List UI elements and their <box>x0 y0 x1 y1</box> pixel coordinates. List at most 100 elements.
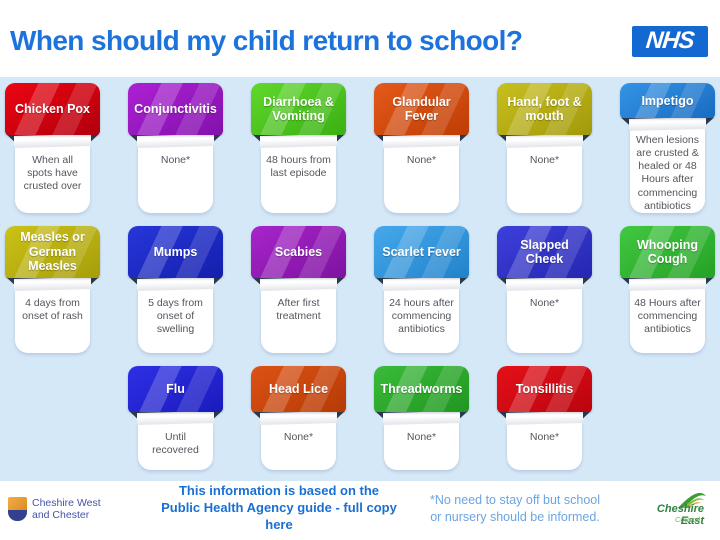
return-note: After first treatment <box>276 296 321 323</box>
cheshire-east-name: Cheshire East <box>656 502 704 527</box>
illness-card-body: When all spots have crusted over <box>15 143 90 213</box>
ribbon-fold <box>251 412 346 423</box>
cards-grid: Chicken Pox When all spots have crusted … <box>5 82 715 470</box>
source-info-line1: This information is based on the <box>178 483 380 499</box>
illness-card: Diarrhoea & Vomiting 48 hours from last … <box>251 82 346 213</box>
asterisk-note-line2: or nursery should be informed. <box>430 509 600 524</box>
illness-card-body: None* <box>384 420 459 470</box>
source-info-link[interactable]: This information is based on the Public … <box>156 483 402 534</box>
illness-card-header: Slapped Cheek <box>497 225 592 278</box>
illness-card: Tonsillitis None* <box>497 365 592 470</box>
illness-title: Impetigo <box>641 93 694 108</box>
illness-card-body: Until recovered <box>138 420 213 470</box>
ribbon-fold <box>497 278 592 289</box>
illness-card-header: Threadworms <box>374 365 469 412</box>
illness-card-body: None* <box>384 143 459 213</box>
illness-card: Head Lice None* <box>251 365 346 470</box>
asterisk-note: *No need to stay off but school or nurse… <box>402 492 628 525</box>
return-note: 48 hours from last episode <box>266 153 331 180</box>
illness-card: Glandular Fever None* <box>374 82 469 213</box>
return-note: None* <box>529 296 560 309</box>
illness-title: Tonsillitis <box>515 381 574 396</box>
illness-card: Impetigo When lesions are crusted & heal… <box>620 82 715 213</box>
illness-card-header: Scabies <box>251 225 346 278</box>
illness-card-header: Measles or German Measles <box>5 225 100 278</box>
return-note: None* <box>283 430 314 443</box>
illness-title: Mumps <box>153 244 198 259</box>
cheshire-east-swirl-icon <box>678 492 706 508</box>
return-note: None* <box>529 430 560 443</box>
ribbon-fold <box>497 412 592 423</box>
cheshire-west-line1: Cheshire West <box>32 496 101 509</box>
illness-card-body: When lesions are crusted & healed or 48 … <box>630 123 705 213</box>
ribbon-fold <box>128 135 223 146</box>
cheshire-west-label: Cheshire West and Chester <box>32 497 101 521</box>
illness-card-header: Hand, foot & mouth <box>497 82 592 135</box>
illness-card-header: Mumps <box>128 225 223 278</box>
ribbon-fold <box>620 118 715 125</box>
footer: Cheshire West and Chester This informati… <box>0 481 720 540</box>
illness-card-body: 4 days from onset of rash <box>15 286 90 353</box>
illness-title: Hand, foot & mouth <box>507 94 582 123</box>
page-title: When should my child return to school? <box>10 25 523 57</box>
source-info-line2: Public Health Agency guide - full copy h… <box>161 500 397 533</box>
ribbon-fold <box>620 278 715 289</box>
illness-card-header: Glandular Fever <box>374 82 469 135</box>
illness-title: Whooping Cough <box>636 237 699 266</box>
return-note: 4 days from onset of rash <box>22 296 83 323</box>
ribbon-fold <box>5 135 100 146</box>
illness-card-body: None* <box>138 143 213 213</box>
illness-title: Chicken Pox <box>14 101 91 116</box>
content-panel: Chicken Pox When all spots have crusted … <box>0 76 720 482</box>
illness-card-header: Scarlet Fever <box>374 225 469 278</box>
return-note: When all spots have crusted over <box>23 153 82 193</box>
illness-card-header: Whooping Cough <box>620 225 715 278</box>
illness-title: Flu <box>166 381 185 396</box>
illness-card-header: Impetigo <box>620 82 715 119</box>
cheshire-east-logo: Cheshire East Council <box>634 490 710 528</box>
illness-card-header: Diarrhoea & Vomiting <box>251 82 346 135</box>
return-note: 5 days from onset of swelling <box>148 296 203 336</box>
illness-card: Scarlet Fever 24 hours after commencing … <box>374 225 469 353</box>
illness-card-body: None* <box>261 420 336 470</box>
illness-card-body: None* <box>507 286 582 353</box>
illness-card: Threadworms None* <box>374 365 469 470</box>
ribbon-fold <box>128 278 223 289</box>
nhs-logo-text: NHS <box>644 27 696 55</box>
illness-card: Chicken Pox When all spots have crusted … <box>5 82 100 213</box>
illness-title: Glandular Fever <box>392 94 451 123</box>
return-note: 24 hours after commencing antibiotics <box>389 296 454 336</box>
cheshire-west-line2: and Chester <box>32 508 90 521</box>
illness-card: Flu Until recovered <box>128 365 223 470</box>
illness-title: Scarlet Fever <box>382 244 461 259</box>
illness-title: Conjunctivitis <box>134 101 217 116</box>
illness-card-body: None* <box>507 420 582 470</box>
ribbon-fold <box>374 278 469 289</box>
ribbon-fold <box>5 278 100 289</box>
illness-card: Slapped Cheek None* <box>497 225 592 353</box>
illness-card-header: Chicken Pox <box>5 82 100 135</box>
illness-card-body: 48 Hours after commencing antibiotics <box>630 286 705 353</box>
illness-card-body: After first treatment <box>261 286 336 353</box>
illness-title: Threadworms <box>380 381 463 396</box>
illness-card: Conjunctivitis None* <box>128 82 223 213</box>
illness-title: Slapped Cheek <box>520 237 569 266</box>
illness-card-body: 48 hours from last episode <box>261 143 336 213</box>
illness-card-body: None* <box>507 143 582 213</box>
illness-title: Diarrhoea & Vomiting <box>263 94 334 123</box>
ribbon-fold <box>497 135 592 146</box>
banner: When should my child return to school? N… <box>0 0 720 77</box>
illness-card: Whooping Cough 48 Hours after commencing… <box>620 225 715 353</box>
illness-title: Measles or German Measles <box>20 230 85 274</box>
return-note: None* <box>160 153 191 166</box>
return-note: When lesions are crusted & healed or 48 … <box>635 133 700 212</box>
return-note: 48 Hours after commencing antibiotics <box>634 296 701 336</box>
asterisk-note-line1: *No need to stay off but school <box>429 493 601 508</box>
illness-card-body: 24 hours after commencing antibiotics <box>384 286 459 353</box>
ribbon-fold <box>128 412 223 423</box>
cheshire-west-shield-icon <box>8 496 27 521</box>
return-note: None* <box>529 153 560 166</box>
return-note: None* <box>406 430 437 443</box>
cheshire-east-sub: Council <box>674 514 700 524</box>
